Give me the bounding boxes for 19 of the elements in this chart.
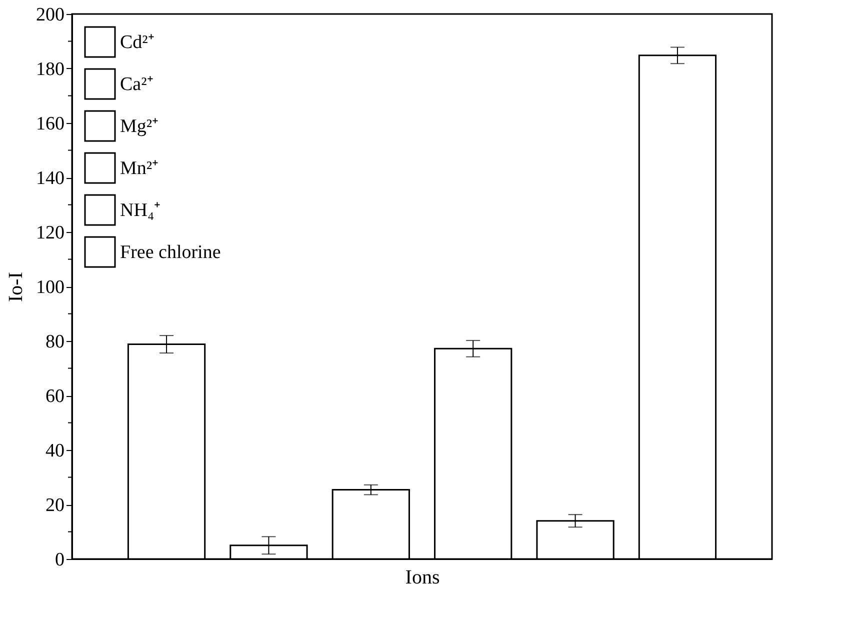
legend-label: Mg²⁺ [120,116,158,137]
y-tick-label: 40 [46,440,64,462]
legend-label: Ca²⁺ [120,74,153,95]
y-tick-label: 20 [46,495,64,516]
y-tick-label: 80 [46,332,64,352]
y-axis-title: Io-I [5,272,27,302]
legend-label: Cd²⁺ [120,32,154,53]
x-axis-title: Ions [405,566,440,588]
y-tick-label: 160 [36,114,64,134]
y-tick-label: 100 [36,277,64,298]
y-tick-label: 140 [36,168,64,189]
y-tick-label: 60 [46,386,64,407]
legend-label: NH₄⁺ [120,200,160,221]
y-tick-label: 120 [36,222,64,244]
legend-label: Mn²⁺ [120,158,158,179]
y-tick-label: 200 [36,4,64,26]
y-tick-label: 180 [36,59,64,80]
legend-label: Free chlorine [120,242,221,263]
y-tick-label: 0 [55,550,64,570]
